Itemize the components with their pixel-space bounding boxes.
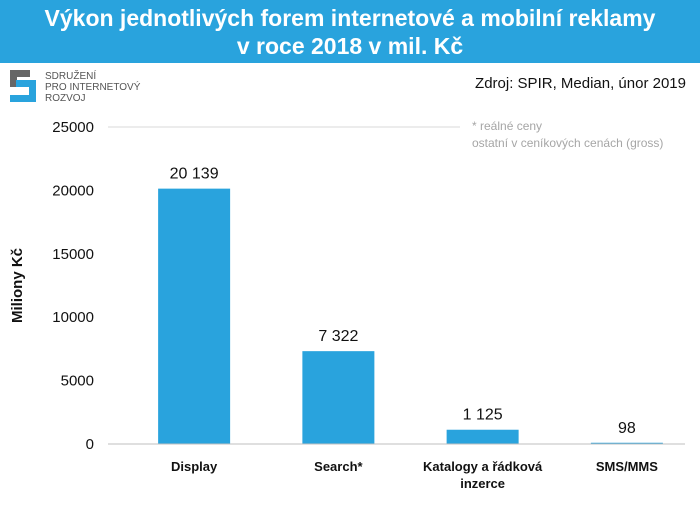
title-line-2: v roce 2018 v mil. Kč <box>236 33 464 59</box>
source-text: Zdroj: SPIR, Median, únor 2019 <box>475 75 686 92</box>
y-tick-label: 5000 <box>61 373 94 390</box>
y-tick-label: 0 <box>86 436 94 453</box>
spir-logo: SDRUŽENÍ PRO INTERNETOVÝ ROZVOJ <box>8 68 188 108</box>
data-label: 1 125 <box>463 407 503 424</box>
x-tick-label: inzerce <box>460 476 505 491</box>
logo-text-3: ROZVOJ <box>45 93 86 104</box>
y-tick-label: 15000 <box>52 246 94 263</box>
x-tick-label: Katalogy a řádková <box>423 459 543 474</box>
chart-title: Výkon jednotlivých forem internetové a m… <box>0 0 700 63</box>
data-label: 98 <box>618 420 636 437</box>
note-line-2: ostatní v ceníkových cenách (gross) <box>472 136 664 150</box>
y-tick-label: 10000 <box>52 309 94 326</box>
logo-text-1: SDRUŽENÍ <box>45 71 97 82</box>
title-line-1: Výkon jednotlivých forem internetové a m… <box>44 5 656 31</box>
bar <box>446 429 519 444</box>
bar <box>158 188 231 444</box>
y-tick-label: 25000 <box>52 119 94 136</box>
x-tick-label: Search* <box>314 459 363 474</box>
note-line-1: * reálné ceny <box>472 119 543 133</box>
bar <box>590 442 663 444</box>
data-label: 7 322 <box>318 328 358 345</box>
x-tick-label: SMS/MMS <box>596 459 658 474</box>
y-tick-label: 20000 <box>52 182 94 199</box>
bar <box>302 351 375 444</box>
y-axis-label: Miliony Kč <box>9 248 26 323</box>
logo-mark-icon <box>10 70 36 102</box>
data-label: 20 139 <box>170 166 219 183</box>
chart-note: * reálné ceny ostatní v ceníkových cenác… <box>472 118 663 152</box>
logo-text-2: PRO INTERNETOVÝ <box>45 82 141 93</box>
x-tick-label: Display <box>171 459 218 474</box>
